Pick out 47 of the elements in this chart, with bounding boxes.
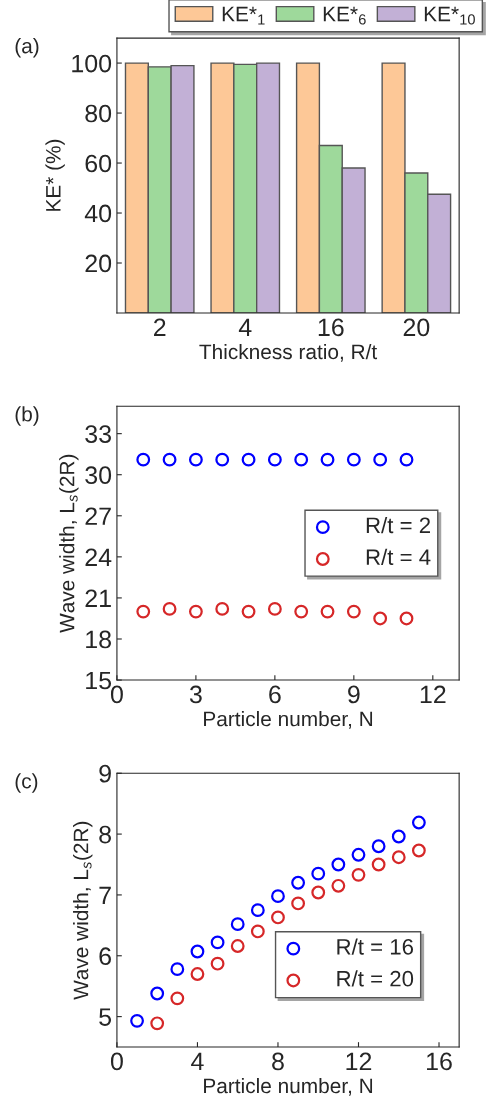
x-tick-label: 9 [348, 685, 360, 704]
x-tick-label: 4 [191, 1052, 204, 1071]
y-tick-label: 60 [85, 154, 112, 173]
y-tick-label: 27 [85, 507, 111, 525]
x-tick-label: 20 [403, 318, 430, 337]
legend-label: R/t = 16 [337, 938, 414, 955]
y-tick-label: 21 [85, 589, 111, 607]
y-tick-label: 24 [85, 548, 112, 566]
y-tick-label: 8 [99, 825, 111, 844]
y-tick-label: 80 [85, 104, 112, 123]
y-axis-title: KE* (%) [45, 139, 65, 211]
x-tick-label: 12 [346, 1052, 372, 1071]
legend-label: R/t = 20 [337, 970, 414, 987]
y-tick-label: 20 [85, 254, 112, 273]
x-tick-label: 8 [272, 1052, 284, 1071]
y-tick-label: 7 [99, 886, 111, 904]
x-tick-label: 16 [427, 1052, 452, 1071]
legend-label: R/t = 2 [366, 516, 430, 534]
text: (c) [15, 773, 38, 793]
legend-label: KE*$_{10}$ [424, 6, 475, 25]
legend-label: KE*$_{1}$ [222, 6, 265, 25]
y-tick-label: 40 [84, 204, 112, 223]
x-tick-label: 2 [154, 318, 166, 336]
y-axis-title: Wave width, L$_{s}$(2R) [59, 454, 79, 633]
y-tick-label: 33 [85, 425, 111, 443]
x-tick-label: 6 [269, 685, 281, 704]
y-tick-label: 9 [99, 764, 111, 783]
y-tick-label: 18 [86, 630, 111, 649]
y-axis-title: Wave width, L$_{s}$(2R) [73, 821, 93, 1000]
x-axis-title: Thickness ratio, R/t [199, 343, 378, 362]
x-tick-label: 12 [420, 685, 446, 704]
x-axis-title: Particle number, N [204, 1077, 373, 1096]
x-tick-label: 16 [318, 318, 344, 337]
legend-label: R/t = 4 [366, 548, 431, 566]
text: (a) [15, 38, 39, 58]
y-tick-label: 100 [72, 54, 112, 73]
legend-label: KE*$_{6}$ [323, 6, 366, 25]
x-tick-label: 0 [110, 685, 123, 704]
x-tick-label: 0 [110, 1052, 123, 1071]
x-tick-label: 3 [189, 685, 202, 704]
y-tick-label: 5 [99, 1008, 112, 1026]
y-tick-label: 30 [85, 466, 112, 485]
y-tick-label: 6 [99, 947, 111, 966]
text: (b) [15, 406, 39, 426]
y-tick-label: 15 [86, 671, 112, 690]
x-tick-label: 4 [238, 318, 252, 336]
x-axis-title: Particle number, N [204, 711, 373, 729]
